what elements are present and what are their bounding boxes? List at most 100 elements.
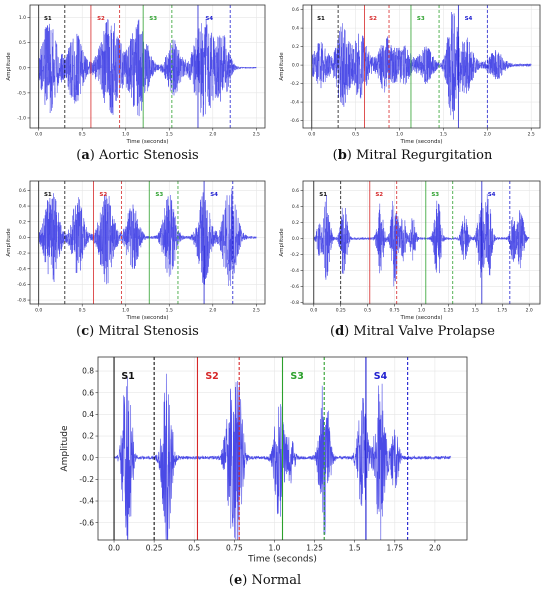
x-axis-label: Time (seconds) [400, 139, 443, 145]
x-tick-label: 2.0 [429, 544, 441, 553]
y-tick-label: -0.4 [290, 268, 299, 274]
x-tick-label: 0.75 [226, 544, 243, 553]
segment-label-s1: S1 [317, 16, 325, 22]
segment-label-s4: S4 [205, 16, 213, 22]
y-tick-label: 0.6 [292, 188, 299, 194]
y-tick-label: 0.5 [19, 40, 26, 46]
segment-label-s4: S4 [465, 16, 473, 22]
segment-label-s2: S2 [99, 192, 107, 198]
plot-frame [29, 180, 266, 305]
y-tick-label: 0.2 [82, 432, 94, 441]
waveform-series [313, 193, 530, 287]
x-tick-label: 0.0 [35, 308, 42, 314]
x-tick-label: 0.5 [79, 132, 86, 138]
segment-label-s3: S3 [290, 371, 303, 382]
x-tick-label: 1.0 [269, 544, 281, 553]
y-axis-label: Amplitude [60, 425, 70, 472]
y-tick-label: -0.2 [290, 252, 299, 258]
y-tick-label: -0.4 [79, 497, 94, 506]
x-tick-label: 1.0 [122, 308, 129, 314]
x-tick-label: 0.0 [308, 132, 315, 138]
y-tick-label: 0.2 [292, 44, 299, 50]
y-tick-label: -0.4 [290, 100, 299, 106]
segment-label-s2: S2 [375, 192, 383, 198]
caption-e: (e) Normal [228, 573, 302, 588]
x-tick-label: 1.5 [166, 308, 173, 314]
caption-c: (c) Mitral Stenosis [76, 324, 199, 339]
y-tick-label: 0.0 [19, 65, 26, 71]
segment-label-s4: S4 [374, 371, 388, 382]
x-tick-label: 0.25 [146, 544, 163, 553]
x-tick-label: 0.75 [390, 308, 400, 314]
x-tick-label: 1.25 [306, 544, 323, 553]
panel-mitral-regurgitation: S1 S2 S3 S4 0.0 0.5 1.0 1.5 2.0 2.5 -0.6 -0.4 -0.2 0.… [275, 0, 550, 172]
panel-mitral-valve-prolapse: S1 S2 S3 S4 0.0 0.25 0.5 0.75 1.0 1.25 1.5 1.75 2.0 -… [275, 176, 550, 348]
y-tick-label: 1.0 [19, 15, 26, 21]
y-tick-label: -0.6 [17, 282, 26, 288]
y-tick-label: 0.4 [292, 204, 299, 210]
x-tick-label: 1.0 [396, 132, 403, 138]
y-tick-label: 0.0 [292, 236, 299, 242]
y-tick-label: 0.2 [19, 219, 26, 225]
y-tick-label: 0.2 [292, 220, 299, 226]
y-tick-label: -0.2 [290, 81, 299, 87]
x-tick-label: 1.75 [386, 544, 403, 553]
mitral-stenosis-chart: S1 S2 S3 S4 0.0 0.5 1.0 1.5 2.0 2.5 -0.8 -0.6 -0.4 -0… [6, 180, 266, 321]
y-tick-label: 0.6 [19, 188, 26, 194]
plot-frame [29, 4, 266, 129]
x-tick-label: 1.5 [166, 132, 173, 138]
x-tick-label: 0.5 [188, 544, 200, 553]
x-tick-label: 1.0 [418, 308, 425, 314]
segment-label-s3: S3 [149, 16, 157, 22]
y-tick-label: 0.0 [292, 63, 299, 69]
x-tick-label: 1.5 [349, 544, 361, 553]
y-tick-label: -0.8 [290, 300, 299, 306]
x-tick-label: 0.0 [35, 132, 42, 138]
mitral-valve-prolapse-chart: S1 S2 S3 S4 0.0 0.25 0.5 0.75 1.0 1.25 1.5 1.75 2.0 -… [279, 180, 541, 321]
plot-frame [302, 4, 541, 129]
y-tick-label: 0.8 [82, 367, 94, 376]
y-tick-label: -0.6 [79, 518, 94, 527]
segment-label-s3: S3 [155, 192, 163, 198]
segment-label-s1: S1 [44, 16, 52, 22]
y-tick-label: -0.2 [17, 251, 26, 257]
y-tick-label: -0.6 [290, 284, 299, 290]
y-tick-label: 0.0 [19, 235, 26, 241]
x-tick-label: 1.5 [440, 132, 447, 138]
x-tick-label: 1.25 [443, 308, 453, 314]
waveform-series [38, 188, 257, 287]
x-tick-label: 2.0 [526, 308, 533, 314]
y-axis-label: Amplitude [6, 52, 12, 81]
x-tick-label: 0.5 [79, 308, 86, 314]
y-tick-label: -0.2 [79, 475, 94, 484]
segment-label-s1: S1 [121, 371, 134, 382]
y-tick-label: -0.5 [17, 90, 26, 96]
segment-label-s3: S3 [431, 192, 439, 198]
x-axis-label: Time (seconds) [247, 555, 317, 565]
x-tick-label: 0.0 [310, 308, 317, 314]
normal-chart: S1 S2 S3 S4 0.0 0.25 0.5 0.75 1.0 1.25 1.5 1.75 2.0 -… [60, 356, 468, 565]
x-tick-label: 1.5 [472, 308, 479, 314]
x-tick-label: 2.5 [528, 132, 535, 138]
segment-label-s2: S2 [97, 16, 105, 22]
segment-label-s2: S2 [205, 371, 218, 382]
y-tick-label: 0.4 [19, 204, 26, 210]
x-tick-label: 2.0 [484, 132, 491, 138]
y-tick-label: -0.8 [17, 298, 26, 304]
segment-label-s4: S4 [488, 192, 496, 198]
panel-normal: S1 S2 S3 S4 0.0 0.25 0.5 0.75 1.0 1.25 1.5 1.75 2.0 -… [55, 352, 475, 595]
mitral-regurgitation-chart: S1 S2 S3 S4 0.0 0.5 1.0 1.5 2.0 2.5 -0.6 -0.4 -0.2 0.… [279, 4, 541, 145]
x-tick-label: 1.75 [497, 308, 507, 314]
y-tick-label: 0.6 [82, 388, 94, 397]
x-tick-label: 2.5 [253, 308, 260, 314]
segment-label-s1: S1 [44, 192, 52, 198]
x-tick-label: 0.5 [352, 132, 359, 138]
y-tick-label: -0.4 [17, 266, 26, 272]
segment-label-s4: S4 [210, 192, 218, 198]
x-tick-label: 1.0 [122, 132, 129, 138]
plot-frame [97, 356, 468, 541]
y-tick-label: 0.0 [82, 453, 94, 462]
y-tick-label: 0.4 [82, 410, 94, 419]
y-tick-label: 0.6 [292, 7, 299, 13]
y-tick-label: 0.4 [292, 26, 299, 32]
